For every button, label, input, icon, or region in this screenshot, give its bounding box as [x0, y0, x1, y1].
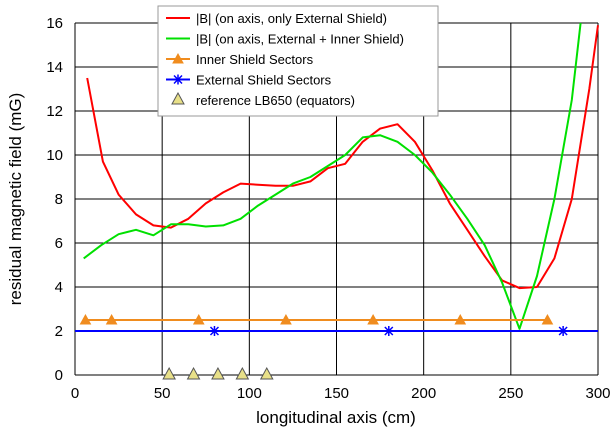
y-tick-label: 16: [46, 15, 63, 32]
x-tick-label: 250: [498, 385, 523, 402]
data-point-2-5: [454, 313, 467, 325]
series-line-0: [86, 25, 599, 290]
x-tick-label: 0: [71, 385, 79, 402]
y-tick-labels: 0 2 4 6 8 10 12 14 16: [46, 15, 63, 384]
data-point-3-2: [384, 326, 394, 336]
legend-item-1: |B| (on axis, External + Inner Shield): [166, 32, 404, 47]
data-point-2-2: [192, 313, 205, 325]
x-tick-label: 50: [154, 385, 171, 402]
legend-label: Inner Shield Sectors: [196, 52, 314, 67]
legend-label: |B| (on axis, External + Inner Shield): [196, 32, 404, 47]
legend-items: |B| (on axis, only External Shield) |B| (…: [166, 11, 404, 108]
legend-marker-4: [171, 91, 185, 105]
x-tick-label: 200: [411, 385, 436, 402]
legend-item-4: reference LB650 (equators): [171, 91, 355, 108]
data-point-4-3: [235, 366, 250, 380]
data-point-4-2: [211, 366, 225, 380]
y-tick-label: 2: [55, 323, 63, 340]
data-point-3-1: [209, 326, 219, 336]
x-tick-label: 100: [237, 385, 262, 402]
series-line-1: [83, 22, 582, 330]
data-point-3-3: [558, 326, 568, 336]
x-tick-labels: 0 50 100 150 200 250 300: [71, 385, 611, 402]
x-tick-label: 300: [585, 385, 610, 402]
y-tick-label: 10: [46, 147, 63, 164]
series-markers: [79, 313, 568, 380]
legend-box: [157, 5, 439, 117]
data-point-4-0: [162, 366, 176, 380]
legend-label: |B| (on axis, only External Shield): [196, 11, 387, 26]
x-axis-title: longitudinal axis (cm): [256, 408, 416, 427]
y-tick-label: 4: [55, 279, 63, 296]
data-point-2-1: [105, 313, 118, 325]
data-point-2-0: [79, 313, 92, 325]
data-point-2-4: [367, 313, 379, 325]
y-tick-label: 0: [55, 367, 63, 384]
legend-item-0: |B| (on axis, only External Shield): [166, 11, 387, 26]
legend-marker-2: [172, 52, 184, 64]
data-point-4-1: [186, 366, 201, 380]
legend-marker-3: [173, 74, 183, 85]
y-tick-label: 8: [55, 191, 63, 208]
legend-item-3: External Shield Sectors: [166, 73, 332, 88]
data-point-2-6: [541, 313, 554, 325]
legend-item-2: Inner Shield Sectors: [166, 52, 314, 67]
y-tick-label: 6: [55, 235, 63, 252]
data-point-2-3: [280, 313, 292, 325]
legend-label: reference LB650 (equators): [196, 93, 355, 108]
x-tick-label: 150: [324, 385, 349, 402]
y-axis-title: residual magnetic field (mG): [6, 93, 25, 306]
data-point-4-4: [259, 366, 274, 380]
legend-label: External Shield Sectors: [196, 73, 332, 88]
legend: |B| (on axis, only External Shield) |B| (…: [157, 5, 439, 117]
y-tick-label: 14: [46, 59, 63, 76]
y-tick-label: 12: [46, 103, 63, 120]
